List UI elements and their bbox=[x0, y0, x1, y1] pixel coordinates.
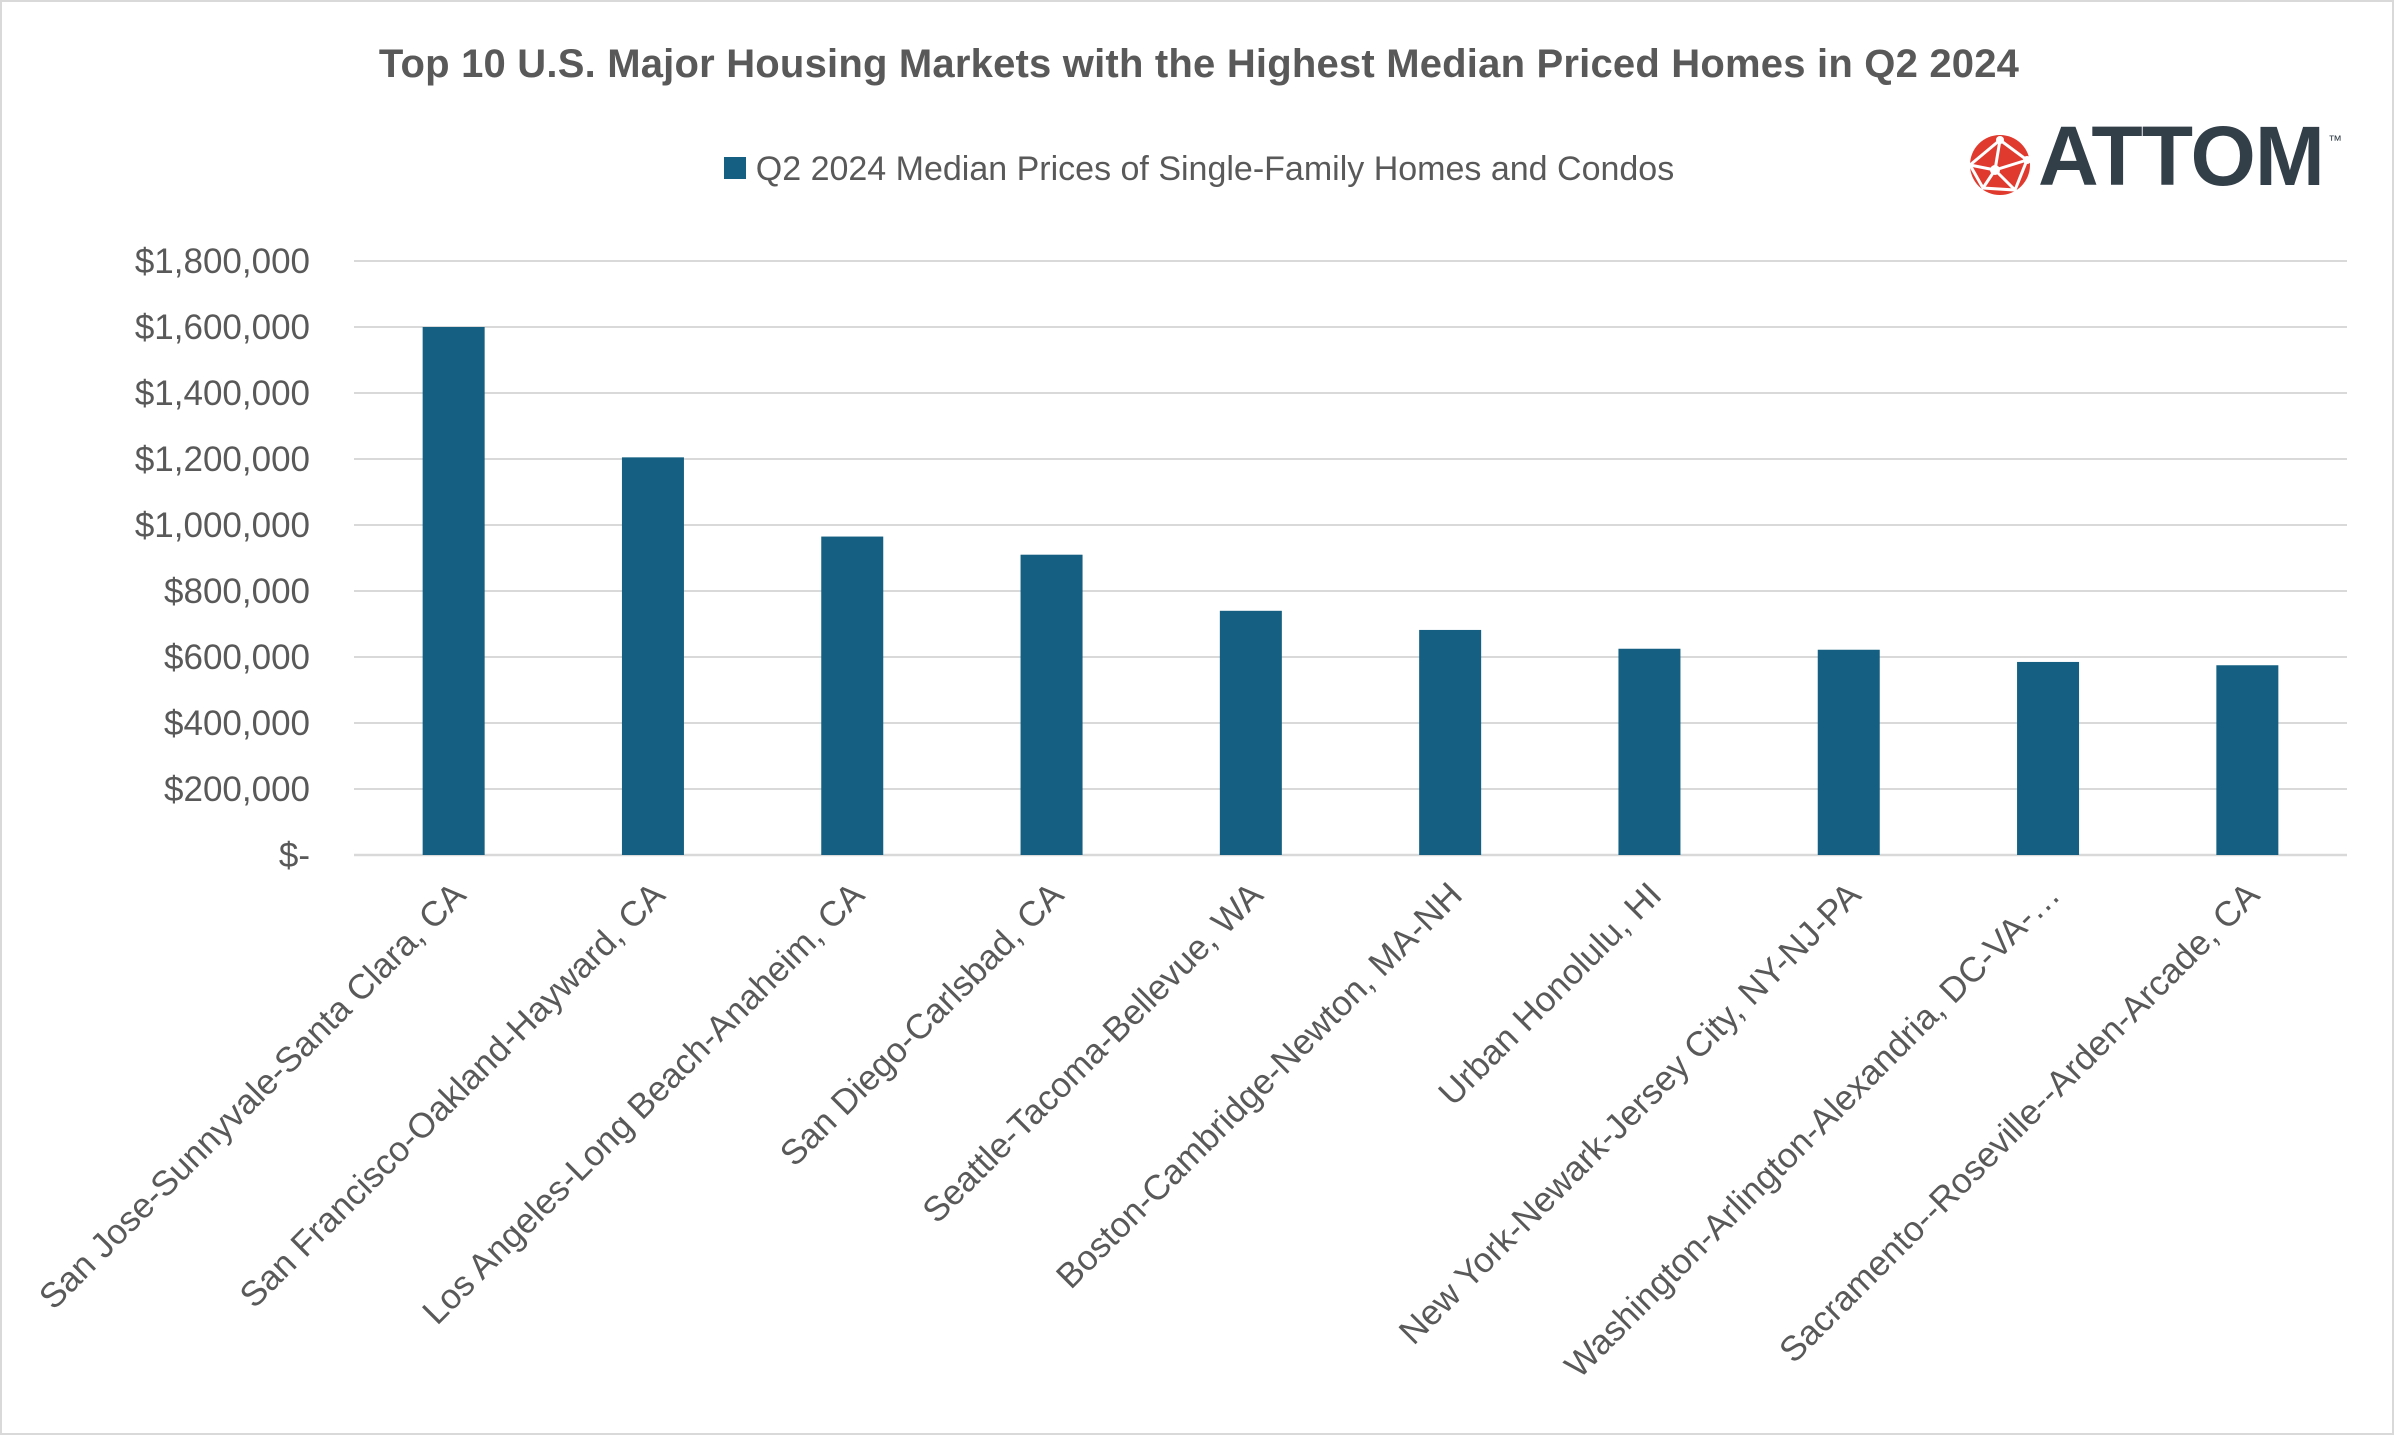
chart-title: Top 10 U.S. Major Housing Markets with t… bbox=[378, 42, 2020, 86]
y-tick-label: $600,000 bbox=[164, 638, 310, 677]
bar bbox=[1419, 629, 1482, 855]
legend: Q2 2024 Median Prices of Single-Family H… bbox=[2, 150, 2394, 189]
logo-trademark: ™ bbox=[2328, 132, 2342, 148]
bar bbox=[1020, 554, 1083, 855]
y-tick-label: $- bbox=[279, 836, 310, 875]
y-tick-label: $400,000 bbox=[164, 704, 310, 743]
x-category-label: Urban Honolulu, HI bbox=[1431, 875, 1669, 1113]
bar bbox=[621, 457, 684, 855]
y-tick-label: $200,000 bbox=[164, 770, 310, 809]
x-category-label: New York-Newark-Jersey City, NY-NJ-PA bbox=[1392, 875, 1869, 1352]
bar bbox=[1618, 648, 1681, 855]
x-category-label: San Francisco-Oakland-Hayward, CA bbox=[232, 875, 673, 1316]
bar bbox=[821, 536, 884, 855]
x-category-label: Boston-Cambridge-Newton, MA-NH bbox=[1049, 875, 1470, 1296]
legend-label: Q2 2024 Median Prices of Single-Family H… bbox=[755, 150, 1675, 188]
x-category-label: San Jose-Sunnyvale-Santa Clara, CA bbox=[32, 875, 474, 1317]
attom-logo-icon bbox=[1968, 135, 2031, 195]
bar bbox=[1817, 649, 1880, 855]
legend-swatch bbox=[723, 157, 746, 180]
x-category-label: Los Angeles-Long Beach-Anaheim, CA bbox=[415, 875, 872, 1332]
x-category-label: Seattle-Tacoma-Bellevue, WA bbox=[915, 875, 1271, 1231]
y-tick-label: $800,000 bbox=[164, 572, 310, 611]
y-tick-label: $1,000,000 bbox=[135, 506, 310, 545]
y-tick-label: $1,800,000 bbox=[135, 242, 310, 281]
logo-wordmark: ATTOM bbox=[2038, 109, 2325, 203]
y-tick-label: $1,400,000 bbox=[135, 374, 310, 413]
y-tick-label: $1,600,000 bbox=[135, 308, 310, 347]
bar bbox=[422, 327, 485, 855]
bar bbox=[1219, 610, 1282, 855]
bar bbox=[2017, 661, 2080, 855]
globe-network-icon bbox=[1968, 135, 2031, 195]
bar bbox=[2216, 665, 2279, 855]
y-tick-label: $1,200,000 bbox=[135, 440, 310, 479]
